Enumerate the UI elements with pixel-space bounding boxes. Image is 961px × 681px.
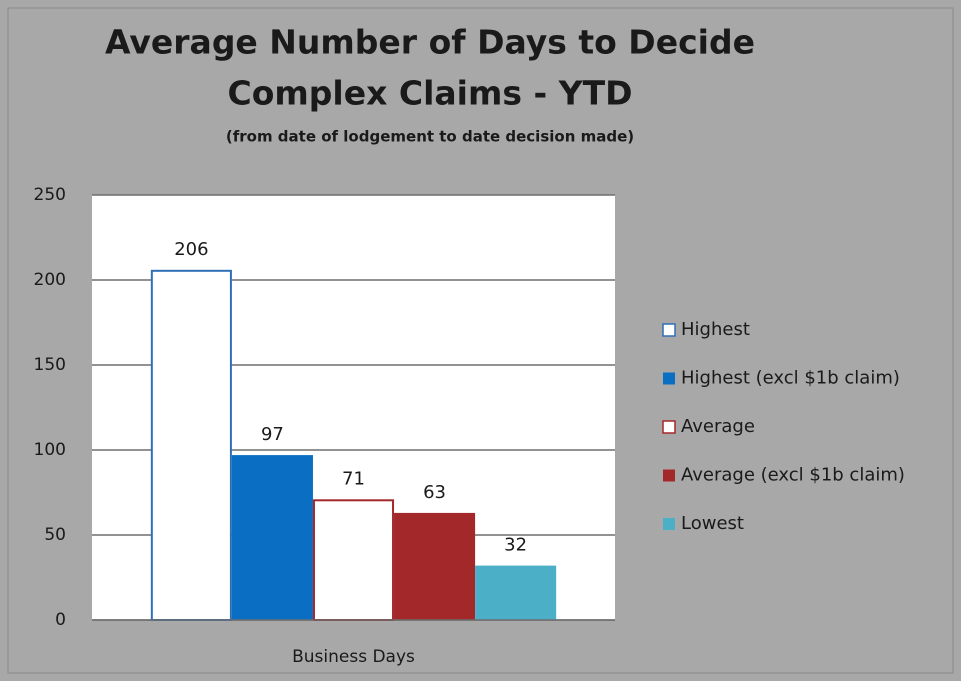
bar — [312, 499, 395, 621]
y-tick-label: 250 — [34, 185, 66, 205]
y-tick-label: 100 — [34, 440, 66, 460]
bar — [394, 512, 476, 620]
y-tick-label: 150 — [34, 355, 66, 375]
x-tick-label: Business Days — [292, 647, 415, 667]
legend-label: Highest — [681, 319, 750, 340]
frame — [7, 7, 954, 674]
legend-label: Highest (excl $1b claim) — [681, 368, 900, 389]
data-label: 32 — [504, 535, 527, 556]
legend-swatch — [663, 372, 675, 385]
legend-swatch — [663, 469, 675, 482]
bar — [150, 269, 232, 621]
chart-title: Average Number of Days to Decide — [105, 23, 755, 62]
chart-title: Complex Claims - YTD — [228, 74, 633, 113]
y-tick-label: 0 — [55, 610, 66, 630]
data-label: 97 — [261, 424, 284, 445]
chart-subtitle: (from date of lodgement to date decision… — [226, 128, 634, 146]
legend-label: Lowest — [681, 513, 744, 534]
legend-swatch — [662, 323, 676, 337]
bar — [475, 565, 557, 620]
data-label: 71 — [342, 468, 365, 489]
y-tick-label: 50 — [44, 525, 66, 545]
legend-swatch — [663, 518, 675, 530]
data-label: 63 — [423, 482, 446, 503]
data-label: 206 — [174, 239, 208, 260]
y-tick-label: 200 — [34, 270, 66, 290]
legend-label: Average — [681, 416, 755, 437]
bar — [231, 455, 313, 620]
legend-label: Average (excl $1b claim) — [681, 465, 905, 486]
legend-swatch — [662, 420, 676, 434]
